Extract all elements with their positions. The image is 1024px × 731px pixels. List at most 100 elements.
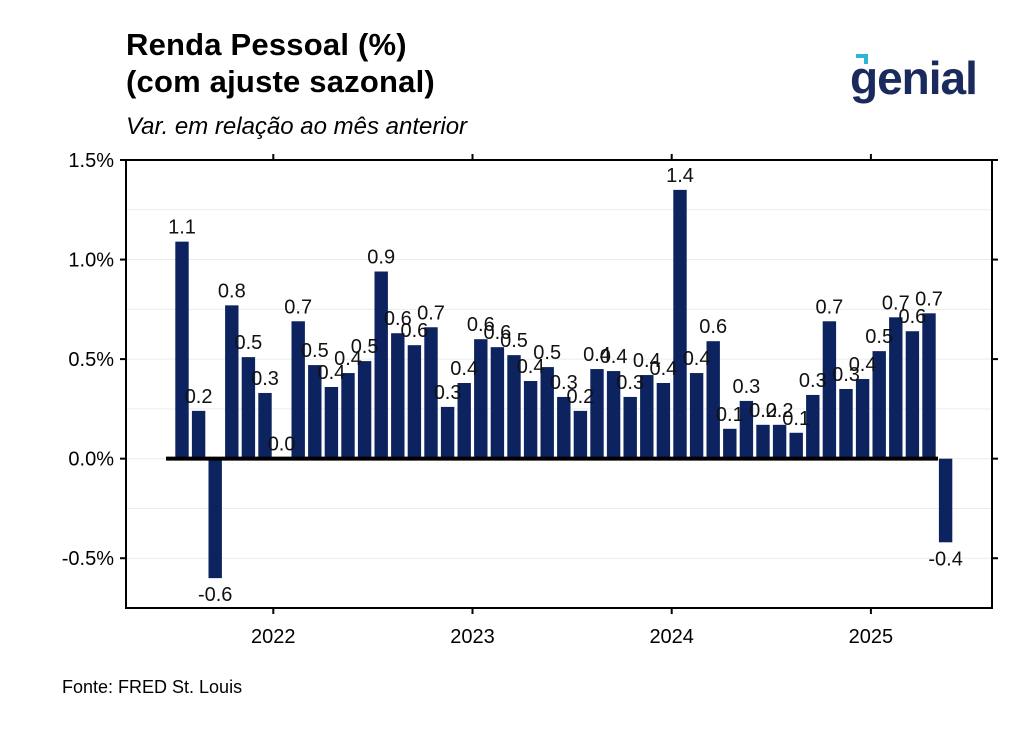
bar [590,369,604,459]
bar [540,367,554,459]
bar-value-label: 0.3 [832,364,860,386]
bar-value-label: 0.4 [849,354,877,376]
bar-value-label: 0.4 [649,358,677,380]
bar [258,392,272,459]
bar [490,347,505,459]
y-tick-label: 0.0% [68,449,114,471]
bar-value-label: 0.4 [683,348,711,370]
bar [225,305,239,459]
bar-value-label: 0.7 [284,296,312,318]
bar-value-label: 0.7 [417,302,445,324]
bar [673,189,687,459]
bar [507,355,521,459]
bar-value-label: 0.2 [185,386,213,408]
bar-value-label: 0.5 [865,326,893,348]
genial-logo-text: genial [850,52,977,104]
bar-value-label: 0.4 [334,348,362,370]
bar-value-label: -0.4 [928,548,962,570]
bar-value-label: 0.6 [483,322,511,344]
bar [689,373,704,459]
chart-title-line1: Renda Pessoal (%) [126,27,407,62]
bar [756,424,770,459]
x-tick-label: 2023 [450,626,495,648]
bar-value-label: 1.4 [666,165,694,187]
bar-value-label: 1.1 [168,217,196,239]
bar [772,424,787,459]
bar-value-label: 0.1 [782,408,810,430]
bar-value-label: 0.2 [566,386,594,408]
bar-value-label: 0.6 [400,320,428,342]
y-tick-label: -0.5% [62,548,114,570]
bar-value-label: 0.9 [367,247,395,269]
bar-value-label: 0.5 [234,332,262,354]
bar [723,428,737,459]
bar-value-label: 0.8 [218,280,246,302]
bar [474,339,488,459]
bar [191,410,206,459]
bar-value-label: 0.7 [915,288,943,310]
bar-value-label: 0.3 [732,376,760,398]
bar-value-label: 0.3 [550,372,578,394]
bar [839,388,853,459]
bar-value-label: 0.1 [716,404,744,426]
bar-value-label: 0.5 [533,342,561,364]
y-tick-label: 1.5% [68,150,114,172]
bars [175,189,953,579]
bar [523,381,538,459]
bar [640,375,654,459]
bar [308,365,322,459]
bar-value-label: 0.6 [467,314,495,336]
bar [706,341,720,459]
bar [407,345,422,459]
bar-value-label: 0.6 [898,306,926,328]
chart-title-line2: (com ajuste sazonal) [126,64,435,99]
bar [341,373,355,459]
bar-value-label: 0.5 [500,330,528,352]
x-tick-label: 2022 [251,626,296,648]
bar [739,400,754,459]
bar [291,321,305,459]
bar-value-label: 0.4 [317,362,345,384]
bar [357,361,372,459]
bar-value-label: 0.3 [616,372,644,394]
bar [391,333,405,459]
bar-value-label: 0.7 [882,292,910,314]
bar [922,313,936,459]
bar-value-label: 0.5 [301,340,329,362]
y-tick-label: 0.5% [68,349,114,371]
bar-value-label: 0.3 [799,370,827,392]
bar [606,371,621,459]
bar [457,383,471,459]
genial-logo: genial [850,52,978,104]
bar [241,357,256,459]
bar-value-label: 0.6 [699,316,727,338]
bar [374,271,388,459]
bar [656,383,671,459]
bar [440,406,455,459]
bar-value-label: 0.0 [268,434,296,456]
chart-subtitle: Var. em relação ao mês anterior [126,113,468,140]
bar-value-label: 0.6 [384,308,412,330]
bar-value-label: 0.3 [251,368,279,390]
bar [806,394,820,459]
y-tick-label: 1.0% [68,250,114,272]
x-tick-label: 2024 [649,626,694,648]
bar [557,396,571,459]
bar-value-label: 0.4 [450,358,478,380]
bar [623,396,637,459]
bar-value-label: 0.2 [766,400,794,422]
bar-value-label: -0.6 [198,584,232,606]
bar [208,458,222,579]
source-note: Fonte: FRED St. Louis [62,677,243,697]
bar-value-label: 0.4 [583,344,611,366]
bar [889,317,903,459]
bar [822,321,837,459]
axes: -0.5% 0.0% 0.5% 1.0% 1.5% 2022 2023 2024 2025 [62,150,998,648]
bar [324,386,339,459]
bar-value-label: 0.4 [517,356,545,378]
bar-value-label: 0.4 [600,346,628,368]
bar [905,331,920,459]
bar-value-label: 0.2 [749,400,777,422]
bar-value-label: 0.4 [633,350,661,372]
